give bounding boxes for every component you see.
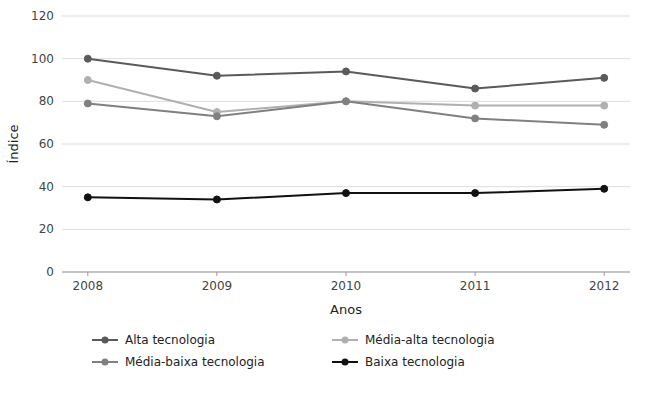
x-tick [87,272,88,276]
series-point [601,185,608,192]
series-point [84,100,91,107]
series-line [88,189,604,200]
series-point [213,196,220,203]
y-tick-label: 60 [39,137,54,151]
series-point [343,98,350,105]
series-line [88,80,604,112]
x-tick-label: 2009 [202,279,233,293]
y-axis-label: Índice [6,124,21,163]
y-tick-label: 120 [31,9,54,23]
series-point [601,74,608,81]
series-point [213,72,220,79]
y-grid [62,16,630,272]
legend-label: Alta tecnologia [125,333,215,347]
series-point [343,190,350,197]
series-group [84,55,607,203]
legend-swatch-marker [102,359,109,366]
series-point [601,102,608,109]
chart: 0 20 40 60 80 100 120 2008 2009 2010 2011 2012 Anos Í… [0,0,647,411]
series-point [472,85,479,92]
x-tick-label: 2008 [73,279,104,293]
series-point [601,121,608,128]
x-tick [475,272,476,276]
x-tick [604,272,605,276]
series-line [88,59,604,89]
x-axis-label: Anos [330,302,362,317]
y-tick-label: 40 [39,180,54,194]
y-tick-label: 80 [39,94,54,108]
legend-swatch-marker [342,337,349,344]
x-tick-label: 2012 [589,279,620,293]
grid-line [62,229,630,230]
x-tick-label: 2010 [331,279,362,293]
series-point [343,68,350,75]
series-point [343,98,350,105]
legend-label: Média-baixa tecnologia [125,355,265,369]
legend-label: Baixa tecnologia [365,355,465,369]
series-point [84,55,91,62]
series-point [213,113,220,120]
legend: Alta tecnologia Média-alta tecnologia Médi… [92,333,495,369]
x-tick [216,272,217,276]
y-tick-label: 100 [31,52,54,66]
legend-swatch-marker [102,337,109,344]
y-tick-label: 20 [39,222,54,236]
series-point [84,194,91,201]
chart-container: 0 20 40 60 80 100 120 2008 2009 2010 2011 2012 Anos Í… [0,0,647,411]
grid-line [62,186,630,187]
y-tick-label: 0 [46,265,54,279]
series-point [472,190,479,197]
x-tick-label: 2011 [460,279,491,293]
legend-swatch-marker [342,359,349,366]
x-tick [346,272,347,276]
series-point [472,115,479,122]
grid-line [62,16,630,17]
series-point [472,102,479,109]
grid-line [62,144,630,145]
legend-label: Média-alta tecnologia [365,333,495,347]
grid-line [62,58,630,59]
series-point [84,77,91,84]
